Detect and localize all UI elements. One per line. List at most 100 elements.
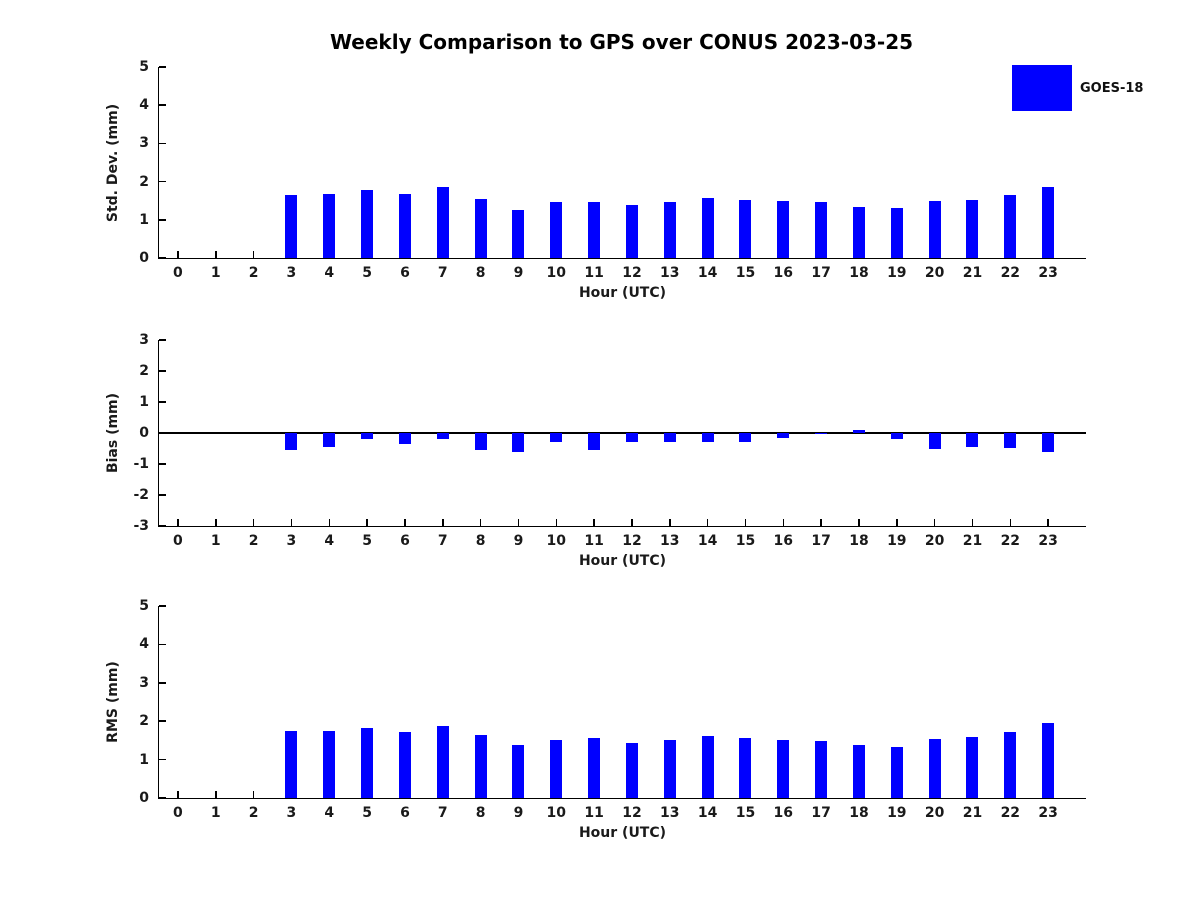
bar-rms-hour-7 xyxy=(436,726,449,798)
bar-bias-hour-6 xyxy=(398,433,411,444)
x-tick-label-stddev-7: 7 xyxy=(437,265,448,281)
bar-rms-hour-4 xyxy=(323,730,336,798)
x-tick-bias-21 xyxy=(971,519,974,526)
x-axis-label-bias: Hour (UTC) xyxy=(578,553,667,569)
x-tick-label-rms-19: 19 xyxy=(887,805,907,821)
x-tick-label-stddev-6: 6 xyxy=(400,265,410,281)
bar-stddev-hour-23 xyxy=(1042,187,1055,258)
y-tick-label-rms-3: 3 xyxy=(139,674,149,691)
x-tick-label-rms-7: 7 xyxy=(437,805,448,821)
bar-stddev-hour-10 xyxy=(550,202,563,258)
bar-bias-hour-9 xyxy=(512,433,525,452)
x-tick-label-stddev-9: 9 xyxy=(513,265,524,281)
x-tick-label-rms-10: 10 xyxy=(546,805,567,821)
y-tick-bias--1 xyxy=(159,463,166,465)
x-tick-label-rms-15: 15 xyxy=(735,805,756,821)
x-tick-label-bias-9: 9 xyxy=(513,533,524,549)
y-tick-rms-2 xyxy=(159,720,166,722)
x-tick-label-bias-5: 5 xyxy=(362,533,372,549)
bar-stddev-hour-20 xyxy=(928,200,941,258)
x-tick-rms-1 xyxy=(215,791,217,798)
x-tick-bias-20 xyxy=(933,519,936,526)
bar-bias-hour-13 xyxy=(663,433,676,443)
x-tick-bias-13 xyxy=(669,519,671,526)
bar-bias-hour-10 xyxy=(550,433,563,442)
bar-rms-hour-11 xyxy=(588,738,601,798)
y-tick-stddev-3 xyxy=(159,142,166,145)
bar-bias-hour-17 xyxy=(815,433,828,434)
bar-bias-hour-20 xyxy=(928,433,941,449)
bar-rms-hour-3 xyxy=(285,730,298,798)
bar-bias-hour-19 xyxy=(890,433,903,440)
legend-swatch-goes-18 xyxy=(1012,65,1072,111)
y-tick-label-stddev-5: 5 xyxy=(139,59,149,75)
bar-rms-hour-22 xyxy=(1004,731,1017,798)
x-tick-label-bias-22: 22 xyxy=(1000,533,1021,549)
y-tick-label-stddev-0: 0 xyxy=(139,250,149,266)
x-tick-label-rms-17: 17 xyxy=(811,805,831,821)
bar-stddev-hour-14 xyxy=(701,197,714,258)
x-tick-label-stddev-14: 14 xyxy=(697,265,718,281)
x-tick-label-stddev-23: 23 xyxy=(1038,265,1058,281)
x-tick-label-bias-20: 20 xyxy=(924,533,945,549)
x-tick-label-stddev-5: 5 xyxy=(362,265,372,281)
x-tick-label-stddev-21: 21 xyxy=(962,265,983,281)
x-tick-label-bias-0: 0 xyxy=(173,533,183,549)
bar-stddev-hour-19 xyxy=(890,208,903,258)
y-tick-label-bias--3: -3 xyxy=(133,518,149,534)
x-tick-bias-12 xyxy=(631,519,633,526)
y-tick-label-bias-2: 2 xyxy=(139,363,149,379)
x-tick-stddev-1 xyxy=(215,251,217,258)
x-tick-bias-2 xyxy=(252,519,255,526)
x-tick-label-bias-7: 7 xyxy=(437,533,448,549)
x-tick-label-stddev-0: 0 xyxy=(173,265,183,281)
x-tick-label-bias-19: 19 xyxy=(887,533,907,549)
x-tick-label-rms-12: 12 xyxy=(622,805,642,821)
x-tick-bias-7 xyxy=(442,519,444,526)
y-tick-label-stddev-3: 3 xyxy=(139,135,149,152)
x-tick-label-bias-13: 13 xyxy=(660,533,680,549)
y-tick-rms-3 xyxy=(159,682,166,684)
y-tick-bias--2 xyxy=(159,494,166,496)
bar-bias-hour-8 xyxy=(474,433,487,451)
x-tick-label-bias-17: 17 xyxy=(811,533,831,549)
x-tick-bias-0 xyxy=(177,519,179,526)
x-tick-label-bias-1: 1 xyxy=(210,533,221,549)
bar-rms-hour-8 xyxy=(474,734,487,798)
y-tick-label-stddev-4: 4 xyxy=(139,97,149,114)
x-tick-label-stddev-8: 8 xyxy=(475,265,486,281)
x-tick-label-stddev-11: 11 xyxy=(584,265,604,281)
x-tick-bias-4 xyxy=(328,519,330,526)
y-axis-label-stddev: Std. Dev. (mm) xyxy=(105,103,121,222)
bar-stddev-hour-3 xyxy=(285,194,298,258)
x-tick-label-rms-14: 14 xyxy=(697,805,718,821)
bar-bias-hour-18 xyxy=(852,429,865,433)
x-axis-label-rms: Hour (UTC) xyxy=(578,825,667,841)
bar-stddev-hour-4 xyxy=(323,194,336,258)
x-tick-bias-1 xyxy=(215,519,217,526)
plot-area-bias: Bias (mm) Hour (UTC) 3 2 1 0 -1 -2 -3 0 1 2 3 4 5 6 7 8… xyxy=(105,332,1086,569)
y-tick-label-rms-5: 5 xyxy=(139,598,149,614)
y-tick-label-bias-1: 1 xyxy=(139,394,149,410)
x-tick-bias-5 xyxy=(366,519,368,526)
x-tick-label-stddev-10: 10 xyxy=(546,265,567,281)
x-tick-label-bias-6: 6 xyxy=(400,533,410,549)
x-tick-label-stddev-15: 15 xyxy=(735,265,756,281)
bar-stddev-hour-21 xyxy=(966,200,979,258)
x-tick-label-rms-16: 16 xyxy=(773,805,794,821)
bar-stddev-hour-16 xyxy=(777,200,790,258)
y-tick-stddev-1 xyxy=(159,219,166,221)
x-tick-rms-2 xyxy=(252,791,255,798)
bar-rms-hour-18 xyxy=(852,745,865,798)
y-tick-stddev-5 xyxy=(159,66,166,68)
bar-rms-hour-13 xyxy=(663,740,676,798)
bar-stddev-hour-6 xyxy=(398,193,411,258)
x-tick-bias-8 xyxy=(479,519,482,526)
y-tick-stddev-2 xyxy=(159,180,166,183)
x-tick-bias-10 xyxy=(555,519,558,526)
bar-bias-hour-16 xyxy=(777,433,790,439)
bar-rms-hour-19 xyxy=(890,746,903,798)
bar-stddev-hour-11 xyxy=(588,201,601,258)
x-tick-label-stddev-16: 16 xyxy=(773,265,794,281)
bar-bias-hour-7 xyxy=(436,433,449,440)
